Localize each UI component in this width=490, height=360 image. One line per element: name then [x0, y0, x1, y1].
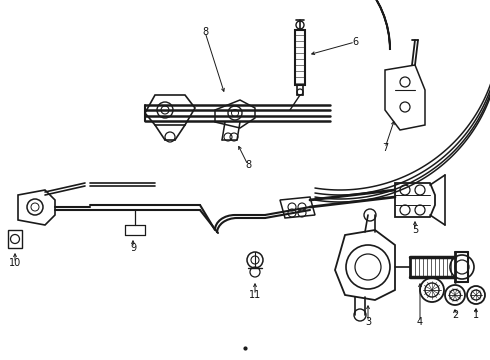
- Text: 1: 1: [473, 310, 479, 320]
- Text: 6: 6: [352, 37, 358, 47]
- Text: 9: 9: [130, 243, 136, 253]
- Text: 3: 3: [365, 317, 371, 327]
- Text: 5: 5: [412, 225, 418, 235]
- Text: 10: 10: [9, 258, 21, 268]
- Text: 8: 8: [245, 160, 251, 170]
- Text: 8: 8: [202, 27, 208, 37]
- Text: 4: 4: [417, 317, 423, 327]
- Text: 2: 2: [452, 310, 458, 320]
- Text: 11: 11: [249, 290, 261, 300]
- Text: 7: 7: [382, 143, 388, 153]
